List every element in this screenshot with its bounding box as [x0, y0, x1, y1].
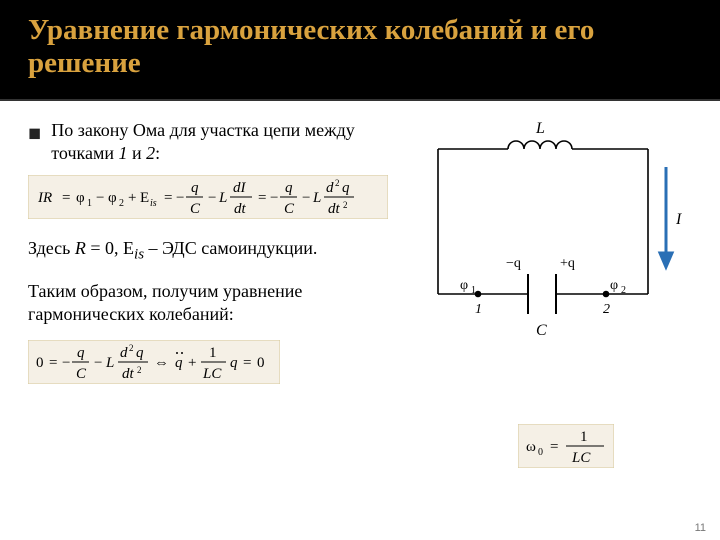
eq1-d2: d — [326, 180, 334, 196]
eq2-dt: dt — [122, 366, 135, 382]
left-column: ◼ По закону Ома для участка цепи между т… — [28, 119, 398, 468]
paragraph-2: Здесь R = 0, Eis – ЭДС самоиндукции. — [28, 237, 398, 265]
p1-two: 2 — [146, 143, 155, 163]
eq2-q1: q — [77, 345, 85, 361]
equation-1: IR = φ 1 − φ 2 + E is = − q C − — [28, 175, 398, 219]
eq3-0: 0 — [538, 447, 543, 458]
circ-n2: 2 — [603, 302, 610, 317]
p1-and: и — [127, 143, 146, 163]
eq2-sq2: 2 — [137, 365, 142, 375]
eq2-eq2: = — [243, 355, 251, 371]
circ-C: C — [536, 322, 547, 339]
eq2-q3: q — [230, 355, 238, 371]
equation-3: ω 0 = 1 LC — [518, 424, 692, 468]
eq2-eq1: = — [49, 355, 57, 371]
eq1-q2: q — [285, 180, 293, 196]
eq3-w: ω — [526, 439, 536, 455]
eq1-phi2: φ — [108, 190, 117, 206]
eq1-dt1: dt — [234, 201, 247, 217]
eq1-dt2: dt — [328, 201, 341, 217]
eq2-qdd: q — [175, 355, 183, 371]
slide-header: Уравнение гармонических колебаний и его … — [0, 0, 720, 101]
right-column: L I C −q +q φ 1 φ 2 1 2 — [398, 119, 692, 468]
eq2-0: 0 — [36, 355, 44, 371]
eq2-sq1: 2 — [129, 343, 134, 353]
eq1-eq2: = — [164, 190, 172, 206]
p1-suffix: : — [155, 143, 160, 163]
equation-2: 0 = − q C − L d 2 q dt 2 ⇔ — [28, 340, 398, 384]
p2-R: R — [75, 238, 86, 258]
bullet-paragraph-1: ◼ По закону Ома для участка цепи между т… — [28, 119, 398, 166]
eq1-s2: 2 — [119, 198, 124, 209]
p1-text: По закону Ома для участка цепи между точ… — [51, 120, 354, 163]
circ-n1: 1 — [475, 302, 482, 317]
eq2-1: 1 — [209, 345, 217, 361]
eq2-plus: + — [188, 355, 196, 371]
eq1-m5: − — [302, 190, 310, 206]
eq2-L: L — [105, 355, 114, 371]
eq2-m1: − — [62, 355, 70, 371]
p2-suf: – ЭДС самоиндукции. — [144, 238, 317, 258]
eq1-E: E — [140, 190, 149, 206]
eq1-L2: L — [312, 190, 321, 206]
circ-L: L — [535, 120, 545, 137]
eq1-q3: q — [342, 180, 350, 196]
eq2-C: C — [76, 366, 87, 382]
eq3-eq: = — [550, 439, 558, 455]
bullet-icon: ◼ — [28, 123, 41, 166]
circ-s2: 2 — [621, 285, 626, 296]
paragraph-1: По закону Ома для участка цепи между точ… — [51, 119, 398, 166]
eq1-m2: − — [176, 190, 184, 206]
eq2-q2: q — [136, 345, 144, 361]
eq2-iff: ⇔ — [154, 355, 169, 371]
circuit-diagram: L I C −q +q φ 1 φ 2 1 2 — [408, 119, 688, 349]
eq1-eq3: = — [258, 190, 266, 206]
eq1-IR: IR — [37, 190, 52, 206]
eq1-m4: − — [270, 190, 278, 206]
p2-eq: = 0, E — [86, 238, 134, 258]
eq1-eq1: = — [62, 190, 70, 206]
eq1-C2: C — [284, 201, 295, 217]
circ-phi1: φ — [460, 278, 468, 293]
eq1-L1: L — [218, 190, 227, 206]
circ-pq: +q — [560, 256, 575, 271]
eq1-C1: C — [190, 201, 201, 217]
eq1-p1: + — [128, 190, 136, 206]
circ-s1: 1 — [471, 285, 476, 296]
eq2-m2: − — [94, 355, 102, 371]
eq2-d1: d — [120, 345, 128, 361]
slide-title: Уравнение гармонических колебаний и его … — [28, 14, 692, 81]
page-number: 11 — [695, 522, 706, 534]
eq1-sq2: 2 — [343, 200, 348, 210]
circ-mq: −q — [506, 256, 521, 271]
circ-phi2: φ — [610, 278, 618, 293]
eq1-phi1: φ — [76, 190, 85, 206]
p2-is: is — [134, 247, 144, 263]
eq2-02: 0 — [257, 355, 265, 371]
eq1-is: is — [150, 198, 157, 209]
eq1-q1: q — [191, 180, 199, 196]
eq3-1: 1 — [580, 429, 588, 445]
eq1-sq1: 2 — [335, 178, 340, 188]
eq3-LC: LC — [571, 450, 591, 466]
slide-content: ◼ По закону Ома для участка цепи между т… — [0, 101, 720, 468]
eq2-LC: LC — [202, 366, 222, 382]
p2-pre: Здесь — [28, 238, 75, 258]
circ-I: I — [675, 211, 682, 228]
eq1-m1: − — [96, 190, 104, 206]
eq1-m3: − — [208, 190, 216, 206]
paragraph-3: Таким образом, получим уравнение гармони… — [28, 280, 398, 327]
eq1-dI: dI — [233, 180, 247, 196]
eq1-s1: 1 — [87, 198, 92, 209]
